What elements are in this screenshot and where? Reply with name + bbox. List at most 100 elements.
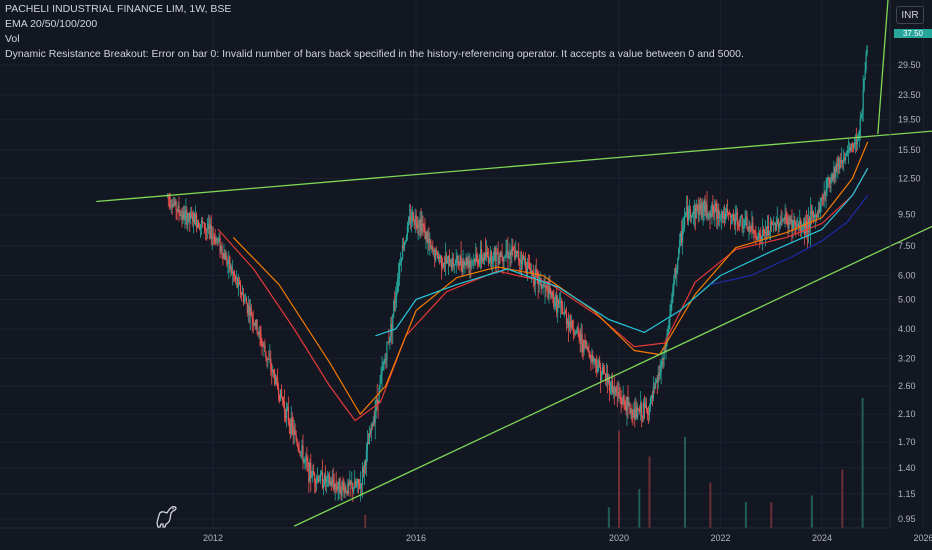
candle-body (560, 300, 562, 303)
candle-body (262, 344, 264, 346)
candle-body (687, 209, 690, 222)
candle-body (333, 483, 335, 490)
candle-body (752, 222, 754, 231)
y-tick-label: 6.00 (898, 270, 916, 280)
candle-body (767, 225, 770, 235)
candle-body (762, 229, 764, 238)
candle-body (444, 257, 447, 264)
candle-body (564, 310, 567, 315)
candle-body (245, 299, 247, 304)
candle-body (357, 479, 359, 485)
candle-body (819, 201, 821, 213)
candle-body (406, 225, 409, 237)
candle-body (183, 211, 185, 220)
candle-body (363, 461, 366, 473)
candle-body (661, 358, 663, 366)
ema-indicator-label[interactable]: EMA 20/50/100/200 (5, 18, 98, 30)
candle-body (617, 392, 619, 394)
candle-body (395, 296, 397, 303)
last-price-tag: 37.50 (894, 29, 932, 38)
candle-body (644, 405, 647, 408)
candle-body (862, 89, 864, 111)
candle-body (378, 385, 380, 404)
ema-20-line (217, 168, 869, 422)
candle-body (711, 203, 713, 215)
candle-body (575, 330, 577, 334)
y-tick-label: 7.50 (898, 241, 916, 251)
volume-bar (607, 507, 610, 528)
candle-body (535, 269, 537, 271)
candle-body (410, 219, 412, 224)
candle-body (239, 284, 242, 295)
y-tick-label: 1.70 (898, 437, 916, 447)
candle-body (179, 212, 181, 216)
candle-body (393, 301, 395, 315)
candle-body (619, 396, 621, 398)
candle-body (425, 231, 427, 240)
candle-body (641, 403, 643, 418)
candle-body (645, 405, 648, 409)
candle-body (338, 478, 340, 488)
candle-body (454, 263, 456, 266)
candle-body (298, 447, 300, 452)
candle-body (588, 351, 590, 353)
candle-body (541, 285, 543, 289)
candle-body (483, 253, 486, 261)
candle-body (570, 320, 572, 327)
candle-body (579, 336, 581, 341)
candle-body (320, 472, 323, 474)
candle-body (615, 387, 617, 392)
candle-body (412, 212, 414, 221)
candle-body (313, 470, 315, 475)
candle-body (175, 201, 177, 210)
candle-body (456, 256, 458, 259)
candle-body (601, 372, 603, 381)
candle-body (502, 257, 504, 262)
candle-body (415, 215, 417, 223)
currency-button[interactable]: INR (896, 6, 924, 24)
candle-body (773, 223, 775, 225)
candle-body (478, 263, 480, 265)
candle-body (188, 212, 190, 219)
candle-body (809, 210, 812, 229)
candle-body (503, 256, 505, 262)
candle-body (721, 211, 723, 218)
ema-100-line (375, 168, 869, 337)
candle-body (242, 293, 245, 303)
symbol-title[interactable]: PACHELI INDUSTRIAL FINANCE LIM, 1W, BSE (5, 3, 232, 15)
candle-body (500, 253, 502, 257)
candle-body (804, 222, 806, 234)
candle-body (182, 211, 184, 219)
candle-body (174, 201, 176, 205)
candle-body (472, 260, 474, 262)
candle-body (723, 213, 725, 219)
candle-body (316, 477, 318, 485)
candle-body (757, 238, 759, 240)
candle-body (380, 373, 382, 382)
dino-icon (156, 506, 177, 528)
candle-body (635, 407, 637, 420)
candle-body (439, 256, 441, 259)
candle-body (709, 213, 711, 217)
candle-body (431, 246, 433, 249)
candle-body (356, 484, 358, 487)
candle-body (627, 396, 629, 406)
candle-body (521, 255, 524, 265)
candle-body (655, 380, 657, 384)
candle-body (774, 223, 776, 231)
candle-body (846, 150, 849, 153)
candle-body (457, 256, 459, 264)
volume-bar (810, 495, 813, 528)
candle-body (701, 202, 703, 218)
candle-body (620, 397, 622, 402)
candle-body (248, 305, 250, 316)
candle-body (597, 368, 599, 373)
candle-body (288, 421, 290, 424)
candle-body (205, 229, 207, 231)
candle-body (177, 205, 179, 211)
volume-indicator-label[interactable]: Vol (5, 33, 20, 45)
candle-body (480, 248, 483, 262)
candle-body (816, 216, 818, 218)
candle-body (864, 70, 866, 79)
